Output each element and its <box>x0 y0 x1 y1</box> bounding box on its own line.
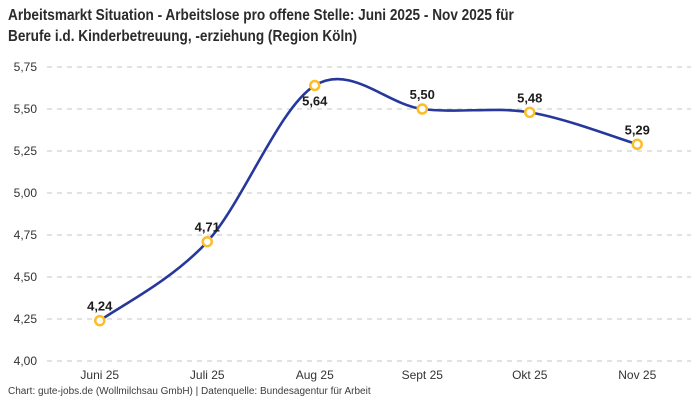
data-point-label: 5,48 <box>517 90 542 105</box>
source-attribution: Chart: gute-jobs.de (Wollmilchsau GmbH) … <box>8 386 371 397</box>
x-tick-label: Okt 25 <box>512 368 548 382</box>
y-tick-label: 4,25 <box>14 312 38 326</box>
x-tick-label: Juni 25 <box>80 368 119 382</box>
chart-title-line1: Arbeitsmarkt Situation - Arbeitslose pro… <box>8 7 514 24</box>
y-tick-label: 4,75 <box>14 228 38 242</box>
x-tick-label: Sept 25 <box>402 368 444 382</box>
data-point-marker <box>416 103 428 115</box>
series-line <box>98 77 639 322</box>
x-tick-label: Aug 25 <box>296 368 334 382</box>
x-tick-label: Nov 25 <box>618 368 656 382</box>
data-point-marker <box>631 138 643 151</box>
data-point-marker <box>309 79 321 92</box>
y-tick-label: 5,75 <box>14 60 38 74</box>
data-point-marker <box>201 235 213 248</box>
data-point-label: 5,50 <box>410 87 435 102</box>
chart-title-line2: Berufe i.d. Kinderbetreuung, -erziehung … <box>8 28 358 45</box>
data-point-label: 4,71 <box>195 220 220 235</box>
y-tick-label: 5,00 <box>14 186 38 200</box>
y-tick-label: 4,50 <box>14 270 38 284</box>
data-point-label: 5,64 <box>302 93 328 108</box>
chart-title: Arbeitsmarkt Situation - Arbeitslose pro… <box>8 5 603 47</box>
x-tick-label: Juli 25 <box>190 368 225 382</box>
y-tick-label: 4,00 <box>14 354 38 368</box>
y-tick-label: 5,50 <box>14 102 38 116</box>
data-point-label: 4,24 <box>87 299 113 314</box>
data-point-label: 5,29 <box>625 122 650 137</box>
data-point-marker <box>94 314 106 327</box>
data-point-marker <box>524 106 536 119</box>
y-tick-label: 5,25 <box>14 144 38 158</box>
